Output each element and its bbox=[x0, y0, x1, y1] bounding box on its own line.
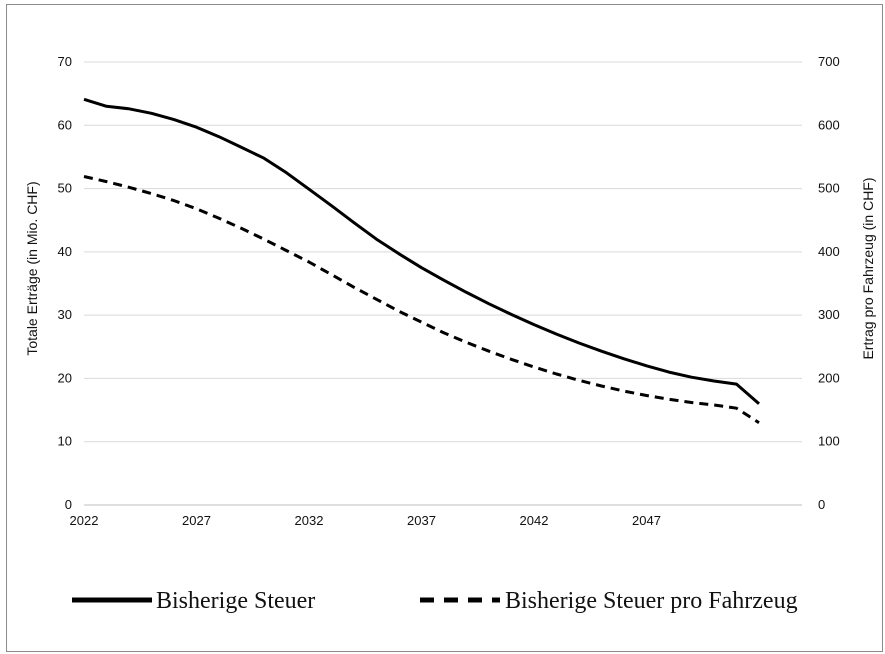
y-right-tick-label: 0 bbox=[818, 497, 825, 512]
series-line-solid bbox=[83, 97, 760, 405]
y-left-tick-label: 40 bbox=[58, 244, 72, 259]
y-right-tick-label: 700 bbox=[818, 54, 840, 69]
y-right-tick-label: 200 bbox=[818, 370, 840, 385]
y-right-tick-label: 100 bbox=[818, 434, 840, 449]
x-tick-label: 2047 bbox=[632, 513, 661, 528]
y-left-tick-label: 0 bbox=[65, 497, 72, 512]
y-right-tick-label: 400 bbox=[818, 244, 840, 259]
x-tick-label: 2027 bbox=[182, 513, 211, 528]
y-left-tick-label: 60 bbox=[58, 117, 72, 132]
legend-label: Bisherige Steuer bbox=[156, 588, 315, 614]
x-tick-label: 2037 bbox=[407, 513, 436, 528]
series-line-dashed bbox=[83, 175, 760, 424]
x-tick-label: 2042 bbox=[520, 513, 549, 528]
y-left-tick-label: 50 bbox=[58, 181, 72, 196]
y-left-axis-title: Totale Erträge (in Mio. CHF) bbox=[24, 181, 40, 355]
x-tick-label: 2022 bbox=[70, 513, 99, 528]
x-tick-label: 2032 bbox=[295, 513, 324, 528]
y-left-tick-label: 20 bbox=[58, 370, 72, 385]
y-left-tick-label: 10 bbox=[58, 434, 72, 449]
y-right-tick-label: 500 bbox=[818, 181, 840, 196]
y-left-tick-label: 30 bbox=[58, 307, 72, 322]
y-left-tick-label: 70 bbox=[58, 54, 72, 69]
y-right-tick-label: 600 bbox=[818, 117, 840, 132]
legend-label: Bisherige Steuer pro Fahrzeug bbox=[505, 588, 798, 614]
y-right-axis-title: Ertrag pro Fahrzeug (in CHF) bbox=[860, 177, 876, 359]
y-right-tick-label: 300 bbox=[818, 307, 840, 322]
